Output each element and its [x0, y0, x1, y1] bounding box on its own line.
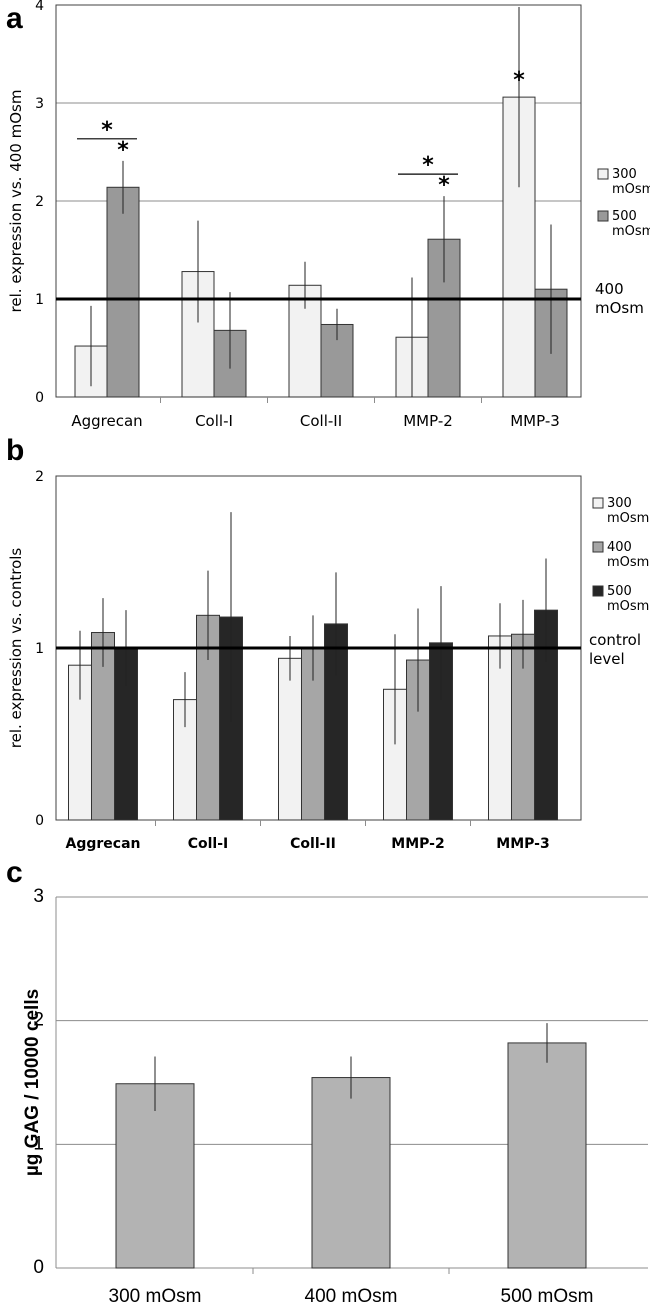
x-tick-label: 400 mOsm [305, 1286, 398, 1307]
legend-swatch [592, 585, 604, 597]
x-tick-label: Coll-I [188, 836, 229, 852]
legend-swatch [592, 541, 604, 553]
x-tick-label: 500 mOsm [501, 1286, 594, 1307]
x-tick-label: Coll-II [290, 836, 336, 852]
y-axis-label: rel. expression vs. 400 mOsm [7, 90, 25, 313]
legend-label: mOsm [612, 224, 650, 239]
y-tick-label: 1 [33, 1133, 44, 1154]
significance-star: * [422, 153, 434, 178]
chart-a: 0 1 2 3 4 rel. expression vs. 400 mOsm Aggreca… [7, 0, 650, 430]
x-tick-label: Aggrecan [66, 836, 141, 852]
bar [106, 186, 140, 398]
significance-star: * [101, 118, 113, 143]
chart-b: 0 1 2 rel. expression vs. controls Aggrecan C… [7, 469, 649, 852]
significance-star: * [117, 138, 129, 163]
y-axis-label: µg GAG / 10000 cells [22, 989, 43, 1176]
legend-swatch [597, 168, 609, 180]
y-tick-label: 2 [33, 1010, 44, 1031]
bar [507, 1042, 587, 1269]
legend-label: mOsm [612, 182, 650, 197]
y-tick-label: 0 [35, 390, 44, 406]
legend-label: mOsm [607, 599, 649, 614]
y-tick-label: 4 [35, 0, 44, 14]
x-tick-label: Aggrecan [71, 412, 142, 430]
reference-label: mOsm [595, 299, 644, 317]
significance-star: * [438, 173, 450, 198]
reference-label: level [589, 650, 625, 668]
x-tick-label: 300 mOsm [109, 1286, 202, 1307]
y-tick-label: 3 [33, 886, 44, 907]
x-tick-label: MMP-2 [391, 836, 444, 852]
y-tick-label: 1 [35, 292, 44, 308]
legend-label: mOsm [607, 555, 649, 570]
panel-letter-a: a [6, 2, 23, 35]
panel-letter-c: c [6, 856, 23, 889]
reference-label: control [589, 631, 641, 649]
panel-letter-b: b [6, 434, 25, 467]
y-tick-label: 1 [35, 641, 44, 657]
bar [115, 1083, 195, 1269]
x-tick-label: MMP-3 [496, 836, 549, 852]
legend-swatch [597, 210, 609, 222]
legend-label: 300 [612, 167, 637, 182]
legend-label: 500 [607, 584, 632, 599]
reference-label: 400 [595, 280, 624, 298]
x-tick-label: MMP-3 [510, 412, 560, 430]
y-tick-label: 0 [33, 1257, 44, 1278]
bar [311, 1077, 391, 1269]
panel-b: b 0 1 2 rel. expression vs. controls Aggreca… [6, 434, 649, 853]
legend-label: 500 [612, 209, 637, 224]
x-tick-label: MMP-2 [403, 412, 453, 430]
x-tick-label: Coll-II [300, 412, 342, 430]
legend-label: 300 [607, 496, 632, 511]
legend-label: mOsm [607, 511, 649, 526]
panel-a: a 0 1 2 3 4 rel. expression vs. 400 mOsm Aggre… [0, 0, 650, 430]
y-tick-label: 0 [35, 813, 44, 829]
significance-star: * [513, 68, 525, 93]
legend-swatch [592, 497, 604, 509]
x-tick-label: Coll-I [195, 412, 233, 430]
y-tick-label: 2 [35, 194, 44, 210]
legend-label: 400 [607, 540, 632, 555]
y-axis-label: rel. expression vs. controls [7, 548, 25, 749]
y-tick-label: 2 [35, 469, 44, 485]
y-tick-label: 3 [35, 96, 44, 112]
